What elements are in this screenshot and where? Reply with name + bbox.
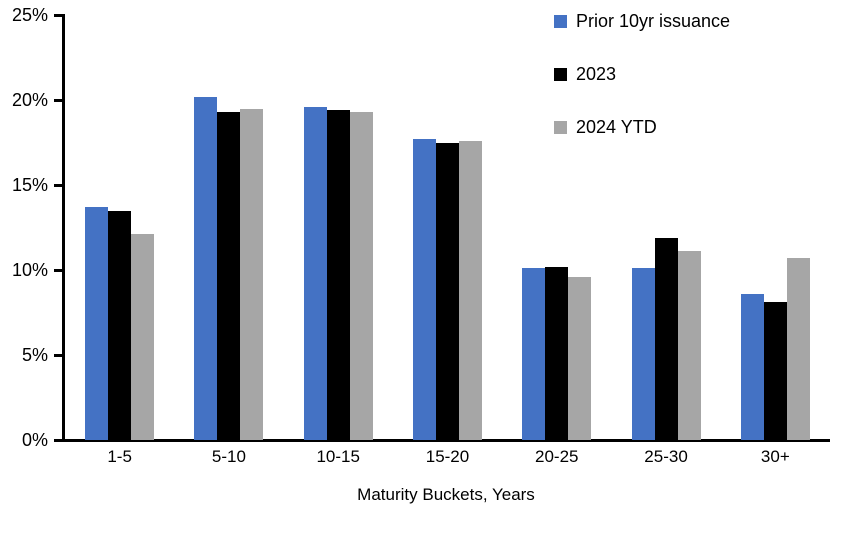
- bar-group-10-15: [284, 15, 393, 440]
- legend-marker-2023: [554, 67, 567, 81]
- legend-item-2023: 2023: [554, 61, 730, 87]
- y-tick-label: 0%: [21, 430, 48, 450]
- legend-marker-2024-ytd: [554, 120, 567, 134]
- bar-2024-ytd-5-10: [240, 108, 264, 440]
- y-tick-25: [54, 13, 62, 17]
- bar-group-20-25: [502, 15, 611, 440]
- x-axis-label-15-20: 15-20: [425, 447, 470, 466]
- bar-2023-20-25: [545, 266, 569, 440]
- x-axis-label-25-30: 25-30: [644, 447, 688, 466]
- bar-2023-25-30: [654, 237, 678, 440]
- x-axis-label-1-5: 1-5: [107, 447, 132, 466]
- legend-item-prior-10yr-issuance: Prior 10yr issuance: [554, 8, 730, 34]
- legend: Prior 10yr issuance 2023 2024 YTD: [554, 8, 730, 167]
- bar-2024-ytd-20-25: [568, 276, 592, 440]
- bar-groups: [65, 15, 830, 440]
- bar-group-1-5: [65, 15, 174, 440]
- bar-group-15-20: [393, 15, 502, 440]
- y-tick-label: 15%: [11, 175, 48, 195]
- y-tick-label: 25%: [11, 5, 48, 25]
- bar-prior-10yr-issuance-10-15: [303, 106, 327, 440]
- x-axis-labels: 1-5 5-10 10-15 15-20 20-25 25-30 30+: [65, 447, 830, 467]
- legend-item-2024-ytd: 2024 YTD: [554, 114, 730, 140]
- x-axis-label-10-15: 10-15: [316, 447, 360, 466]
- bar-2023-30: [763, 302, 787, 440]
- bar-group-5-10: [174, 15, 283, 440]
- legend-label: 2023: [576, 63, 617, 84]
- bar-2024-ytd-25-30: [677, 251, 701, 440]
- bar-group-30: [721, 15, 830, 440]
- x-axis-title: Maturity Buckets, Years: [357, 485, 535, 504]
- x-axis-label-5-10: 5-10: [211, 447, 246, 466]
- bar-2024-ytd-15-20: [458, 140, 482, 440]
- y-tick-10: [54, 268, 62, 272]
- bar-prior-10yr-issuance-20-25: [522, 268, 546, 440]
- y-axis-line: [62, 14, 65, 441]
- bar-group-25-30: [611, 15, 720, 440]
- bar-prior-10yr-issuance-1-5: [85, 207, 109, 440]
- y-tick-0: [54, 438, 62, 442]
- bar-prior-10yr-issuance-25-30: [631, 268, 655, 440]
- bar-2023-5-10: [217, 111, 241, 440]
- legend-label: Prior 10yr issuance: [576, 10, 731, 31]
- bar-prior-10yr-issuance-30: [740, 293, 764, 440]
- bar-2024-ytd-30: [786, 258, 810, 440]
- y-tick-label: 5%: [21, 345, 48, 365]
- x-axis-label-20-25: 20-25: [535, 447, 579, 466]
- x-axis-label-30: 30+: [760, 447, 790, 466]
- x-axis-line: [54, 439, 830, 442]
- bar-2023-10-15: [326, 110, 350, 440]
- plot-area: 0% 5% 10% 15% 20% 25%: [12, 5, 830, 450]
- y-tick-label: 10%: [11, 260, 48, 280]
- bar-2023-15-20: [435, 142, 459, 440]
- y-tick-label: 20%: [11, 90, 48, 110]
- bar-2023-1-5: [108, 210, 132, 440]
- legend-label: 2024 YTD: [576, 116, 657, 137]
- bar-prior-10yr-issuance-15-20: [412, 139, 436, 440]
- y-tick-15: [54, 183, 62, 187]
- bar-2024-ytd-10-15: [349, 111, 373, 440]
- bar-2024-ytd-1-5: [131, 234, 155, 440]
- legend-marker-prior-10yr-issuance: [554, 14, 567, 28]
- y-tick-5: [54, 353, 62, 357]
- bar-prior-10yr-issuance-5-10: [194, 96, 218, 440]
- y-tick-20: [54, 98, 62, 102]
